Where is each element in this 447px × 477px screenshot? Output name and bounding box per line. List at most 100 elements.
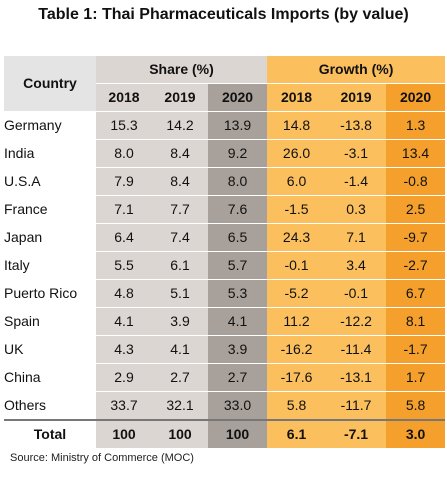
share-cell: 7.7 xyxy=(152,195,208,224)
growth-cell: -17.6 xyxy=(267,363,327,392)
country-cell: UK xyxy=(4,335,96,364)
growth-cell: -1.5 xyxy=(267,195,327,224)
country-header: Country xyxy=(4,56,96,112)
share-cell: 8.0 xyxy=(208,167,268,196)
growth-cell: -0.1 xyxy=(267,251,327,280)
share-cell: 4.1 xyxy=(96,307,152,336)
total-row: Total 100 100 100 6.1 -7.1 3.0 xyxy=(4,419,446,449)
growth-cell: -12.2 xyxy=(326,307,387,336)
share-cell: 33.7 xyxy=(96,391,152,421)
growth-cell: -13.1 xyxy=(326,363,387,392)
table-row: U.S.A 7.9 8.4 8.0 6.0 -1.4 -0.8 xyxy=(4,167,446,196)
share-cell: 7.6 xyxy=(208,195,268,224)
total-share-cell: 100 xyxy=(208,419,268,449)
total-share-cell: 100 xyxy=(96,419,152,449)
growth-cell: 1.3 xyxy=(386,111,446,140)
table-row: Japan 6.4 7.4 6.5 24.3 7.1 -9.7 xyxy=(4,223,446,252)
share-cell: 5.1 xyxy=(152,279,208,308)
share-cell: 33.0 xyxy=(208,391,268,421)
share-cell: 15.3 xyxy=(96,111,152,140)
table-row: Spain 4.1 3.9 4.1 11.2 -12.2 8.1 xyxy=(4,307,446,336)
growth-cell: 14.8 xyxy=(267,111,327,140)
total-growth-cell: 6.1 xyxy=(267,419,327,449)
country-cell: Spain xyxy=(4,307,96,336)
share-cell: 5.7 xyxy=(208,251,268,280)
total-share-cell: 100 xyxy=(152,419,208,449)
share-year-header: 2019 xyxy=(152,83,208,112)
table-row: France 7.1 7.7 7.6 -1.5 0.3 2.5 xyxy=(4,195,446,224)
table-row: Italy 5.5 6.1 5.7 -0.1 3.4 -2.7 xyxy=(4,251,446,280)
growth-year-header: 2019 xyxy=(326,83,387,112)
source-note: Source: Ministry of Commerce (MOC) xyxy=(10,452,194,464)
growth-cell: -1.7 xyxy=(386,335,446,364)
growth-cell: 1.7 xyxy=(386,363,446,392)
growth-year-header: 2020 xyxy=(386,83,446,112)
share-year-header: 2020 xyxy=(208,83,268,112)
table-row: UK 4.3 4.1 3.9 -16.2 -11.4 -1.7 xyxy=(4,335,446,364)
growth-cell: -0.8 xyxy=(386,167,446,196)
share-cell: 13.9 xyxy=(208,111,268,140)
table-row: India 8.0 8.4 9.2 26.0 -3.1 13.4 xyxy=(4,139,446,168)
share-cell: 4.8 xyxy=(96,279,152,308)
share-cell: 4.1 xyxy=(152,335,208,364)
growth-cell: 0.3 xyxy=(326,195,387,224)
table-title: Table 1: Thai Pharmaceuticals Imports (b… xyxy=(38,6,409,23)
table-row: Others 33.7 32.1 33.0 5.8 -11.7 5.8 xyxy=(4,391,446,421)
growth-year-header: 2018 xyxy=(267,83,327,112)
header-row-years: 2018 2019 2020 2018 2019 2020 xyxy=(4,83,446,112)
country-cell: Japan xyxy=(4,223,96,252)
share-cell: 5.3 xyxy=(208,279,268,308)
share-year-header: 2018 xyxy=(96,83,152,112)
growth-cell: -11.4 xyxy=(326,335,387,364)
growth-group-header: Growth (%) xyxy=(267,56,446,84)
total-growth-cell: -7.1 xyxy=(326,419,387,449)
share-cell: 8.0 xyxy=(96,139,152,168)
growth-cell: 8.1 xyxy=(386,307,446,336)
growth-cell: -0.1 xyxy=(326,279,387,308)
country-cell: China xyxy=(4,363,96,392)
share-cell: 4.3 xyxy=(96,335,152,364)
growth-cell: -5.2 xyxy=(267,279,327,308)
share-cell: 3.9 xyxy=(152,307,208,336)
growth-cell: 26.0 xyxy=(267,139,327,168)
share-cell: 3.9 xyxy=(208,335,268,364)
share-group-header: Share (%) xyxy=(96,56,268,84)
share-cell: 5.5 xyxy=(96,251,152,280)
table-row: Germany 15.3 14.2 13.9 14.8 -13.8 1.3 xyxy=(4,111,446,140)
share-cell: 8.4 xyxy=(152,167,208,196)
growth-cell: 24.3 xyxy=(267,223,327,252)
country-cell: France xyxy=(4,195,96,224)
total-growth-cell: 3.0 xyxy=(386,419,446,449)
growth-cell: 7.1 xyxy=(326,223,387,252)
share-cell: 32.1 xyxy=(152,391,208,421)
country-cell: Puerto Rico xyxy=(4,279,96,308)
growth-cell: 11.2 xyxy=(267,307,327,336)
country-cell: Others xyxy=(4,391,96,421)
growth-cell: 6.0 xyxy=(267,167,327,196)
growth-cell: 5.8 xyxy=(386,391,446,421)
country-cell: Germany xyxy=(4,111,96,140)
growth-cell: -11.7 xyxy=(326,391,387,421)
table-row: Puerto Rico 4.8 5.1 5.3 -5.2 -0.1 6.7 xyxy=(4,279,446,308)
share-cell: 6.1 xyxy=(152,251,208,280)
share-cell: 6.5 xyxy=(208,223,268,252)
growth-cell: -3.1 xyxy=(326,139,387,168)
growth-cell: 2.5 xyxy=(386,195,446,224)
share-cell: 8.4 xyxy=(152,139,208,168)
growth-cell: -1.4 xyxy=(326,167,387,196)
share-cell: 2.7 xyxy=(208,363,268,392)
country-cell: India xyxy=(4,139,96,168)
growth-cell: 3.4 xyxy=(326,251,387,280)
table-row: China 2.9 2.7 2.7 -17.6 -13.1 1.7 xyxy=(4,363,446,392)
growth-cell: -9.7 xyxy=(386,223,446,252)
growth-cell: 5.8 xyxy=(267,391,327,421)
share-cell: 7.1 xyxy=(96,195,152,224)
share-cell: 7.9 xyxy=(96,167,152,196)
growth-cell: 13.4 xyxy=(386,139,446,168)
share-cell: 6.4 xyxy=(96,223,152,252)
country-cell: Italy xyxy=(4,251,96,280)
share-cell: 14.2 xyxy=(152,111,208,140)
share-cell: 7.4 xyxy=(152,223,208,252)
country-cell: U.S.A xyxy=(4,167,96,196)
share-cell: 9.2 xyxy=(208,139,268,168)
